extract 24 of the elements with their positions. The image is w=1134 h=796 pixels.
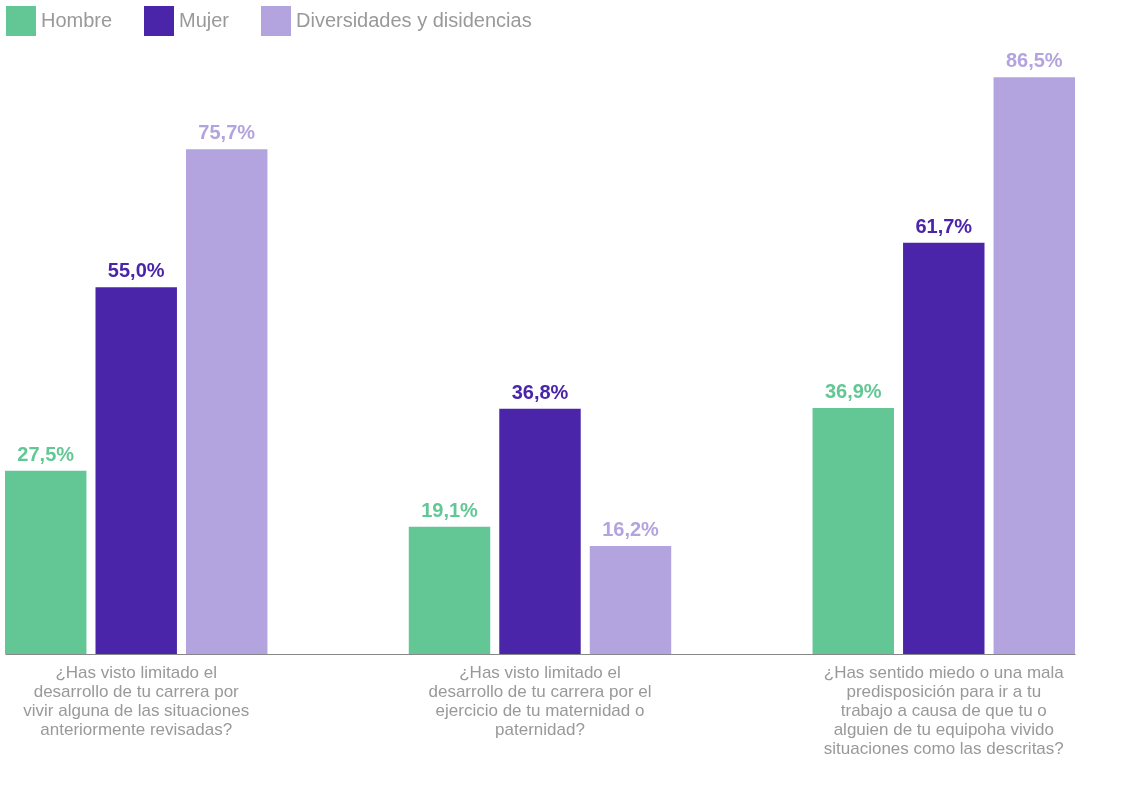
data-label: 86,5% <box>1005 49 1063 72</box>
bar <box>993 77 1075 654</box>
data-label: 19,1% <box>421 498 479 521</box>
bar <box>186 149 268 654</box>
x-tick-label: ¿Has visto limitado el desarrollo de tu carrera por vivir alguna de las situaciones anteriormente revisadas? <box>23 662 250 739</box>
data-label: 27,5% <box>17 442 75 465</box>
bar <box>499 408 581 654</box>
data-label: 36,8% <box>511 380 569 403</box>
bar <box>408 526 491 654</box>
bar <box>903 242 985 654</box>
legend-label: Hombre <box>41 9 113 31</box>
bar <box>812 408 894 654</box>
data-label: 55,0% <box>107 259 165 282</box>
data-label: 61,7% <box>915 214 973 237</box>
legend-label: Diversidades y disidencias <box>296 9 532 31</box>
data-label: 36,9% <box>824 380 882 402</box>
bar <box>95 287 177 654</box>
legend-label: Mujer <box>179 9 230 31</box>
data-label: 16,2% <box>602 518 660 540</box>
bar <box>589 546 672 654</box>
x-tick-label: ¿Has visto limitado el desarrollo de tu carrera por el ejercicio de tu maternidad o paternidad? <box>428 662 652 739</box>
data-label: 75,7% <box>198 121 256 144</box>
bar <box>5 470 87 654</box>
x-tick-label: ¿Has sentido miedo o una mala predisposición para ir a tu trabajo a causa de que tu o alguien de tu equipoha vivido situaciones como las descritas? <box>823 662 1065 758</box>
